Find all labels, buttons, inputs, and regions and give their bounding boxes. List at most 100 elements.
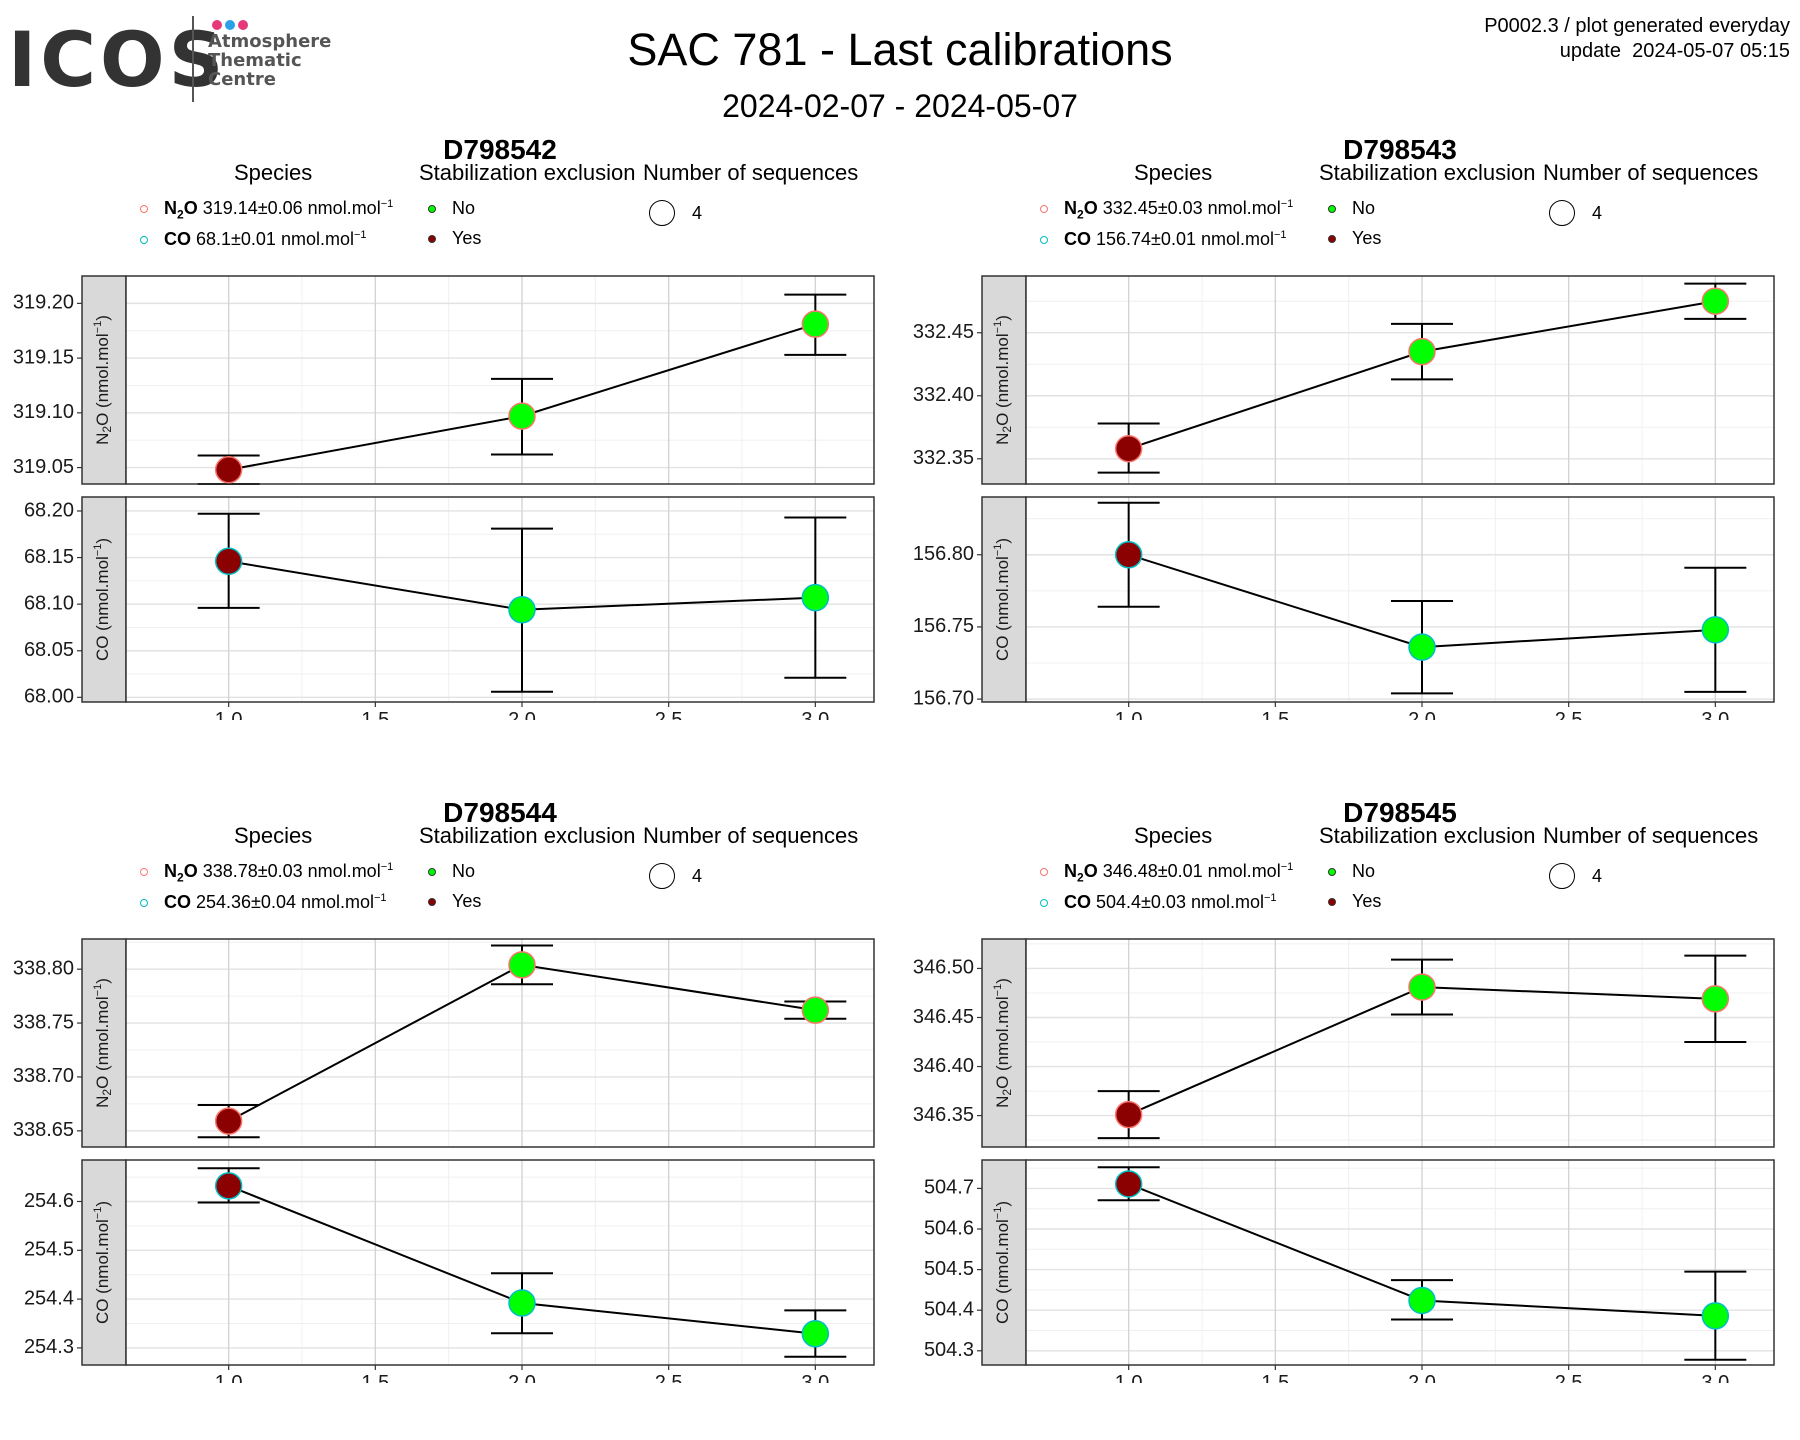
y-tick-label: 254.6 (24, 1190, 74, 1212)
unit-exponent: −1 (374, 892, 387, 904)
sequence-count-label: 4 (1592, 866, 1603, 886)
data-point (801, 583, 830, 612)
logo-wordmark: ICOS (8, 15, 228, 104)
legend-title-sequences: Number of sequences (643, 160, 859, 185)
stab-yes-legend-label: Yes (1352, 891, 1382, 911)
y-tick-label: 332.45 (913, 321, 974, 343)
legend-title-species: Species (1134, 160, 1213, 185)
y-tick-label: 68.05 (24, 639, 74, 661)
plot-background (126, 276, 874, 484)
data-point (1408, 1286, 1436, 1315)
y-tick-label: 346.40 (913, 1055, 974, 1077)
n2o-legend-label: N2O (1064, 861, 1098, 885)
y-tick-label: 346.35 (913, 1104, 974, 1126)
legend-title-sequences: Number of sequences (1543, 823, 1759, 848)
plot-border (125, 496, 875, 703)
meta-line-product: P0002.3 / plot generated everyday (1484, 15, 1790, 37)
legend-item-stab-yes: Yes (1328, 891, 1381, 912)
co-legend-summary: 156.74±0.01 nmol.mol (1091, 229, 1274, 249)
y-tick-label: 504.6 (924, 1217, 974, 1239)
plot-background (126, 939, 874, 1147)
co-legend-label: CO (164, 892, 191, 912)
x-tick-label: 1.0 (215, 709, 243, 720)
panel-chart-svg: N2O (nmol.mol−1) 332.35 332.40 332.45 CO (nm… (913, 275, 1775, 720)
plot-meta: P0002.3 / plot generated everyday update… (1484, 14, 1790, 64)
unit-exponent: −1 (1280, 198, 1294, 210)
co-legend-summary: 504.4±0.03 nmol.mol (1091, 892, 1264, 912)
legend-item-co: CO 504.4±0.03 nmol.mol−1 (1040, 892, 1277, 913)
y-tick-label: 338.65 (13, 1119, 74, 1141)
x-tick-label: 2.0 (1408, 709, 1436, 720)
facet-co: CO (nmol.mol−1) 254.3 254.4 254.5 254.6 (24, 1159, 875, 1366)
unit-exponent: −1 (380, 198, 394, 210)
x-tick-label: 1.0 (1115, 1372, 1143, 1383)
panel-chart-svg: N2O (nmol.mol−1) 319.05 319.10 319.15 319.20… (13, 275, 875, 720)
n2o-legend-label: N2O (164, 198, 198, 222)
y-tick-label: 156.80 (913, 543, 974, 565)
data-point (214, 456, 243, 484)
x-tick-label: 3.0 (1701, 1372, 1729, 1383)
n2o-legend-summary: 338.78±0.03 nmol.mol (197, 861, 381, 881)
legend-item-stab-no: No (1328, 861, 1375, 882)
facet-strip-label: CO (nmol.mol−1) (92, 538, 113, 661)
y-tick-label: 254.5 (24, 1239, 74, 1261)
stab-yes-legend-symbol (428, 235, 436, 244)
unit-exponent: −1 (1274, 229, 1287, 241)
x-tick-label: 2.5 (655, 1372, 683, 1383)
legend-title-stabilization: Stabilization exclusion (419, 160, 636, 185)
sequence-size-icon (649, 863, 675, 889)
sequence-size-icon (1549, 863, 1575, 889)
plot-border (125, 938, 875, 1148)
y-tick-label: 319.15 (13, 346, 74, 368)
y-tick-label: 338.80 (13, 957, 74, 979)
legend-title-sequences: Number of sequences (643, 823, 859, 848)
stab-yes-legend-symbol (1328, 898, 1336, 907)
unit-exponent: −1 (1280, 861, 1294, 873)
y-tick-label: 254.4 (24, 1287, 74, 1309)
stab-no-legend-symbol (428, 868, 436, 877)
facet-n2o: N2O (nmol.mol−1) 346.35 346.40 346.45 346.50 (913, 938, 1775, 1148)
legend-item-co: CO 156.74±0.01 nmol.mol−1 (1040, 229, 1287, 250)
unit-exponent: −1 (380, 861, 394, 873)
x-tick-label: 3.0 (801, 1372, 829, 1383)
facet-n2o: N2O (nmol.mol−1) 338.65 338.70 338.75 338.80 (13, 938, 875, 1148)
data-point (214, 547, 243, 576)
calibration-panel: D798545 Species Stabilization exclusion Num… (900, 663, 1800, 1383)
y-tick-label: 504.4 (924, 1298, 974, 1320)
y-tick-label: 504.5 (924, 1258, 974, 1280)
n2o-legend-label: N2O (1064, 198, 1098, 222)
co-legend-summary: 68.1±0.01 nmol.mol (191, 229, 354, 249)
y-tick-label: 319.05 (13, 456, 74, 478)
legend-item-n2o: N2O 346.48±0.01 nmol.mol−1 (1040, 861, 1293, 885)
facet-strip (81, 496, 127, 703)
data-point (1114, 1170, 1143, 1198)
y-tick-label: 338.70 (13, 1065, 74, 1087)
y-tick-label: 346.50 (913, 957, 974, 979)
facet-strip (981, 1159, 1027, 1366)
legend-title-species: Species (234, 160, 313, 185)
legend-item-stab-yes: Yes (428, 228, 481, 249)
plot-border (1025, 496, 1775, 703)
n2o-legend-label: N2O (164, 861, 198, 885)
logo-dot (238, 20, 248, 30)
logo-caption: Atmosphere Thematic Centre (208, 32, 331, 89)
subscript: 2 (1077, 870, 1084, 885)
panel-chart-svg: N2O (nmol.mol−1) 338.65 338.70 338.75 338.80… (13, 938, 875, 1383)
panel-title: D798545 (1343, 797, 1457, 828)
co-legend-label: CO (1064, 229, 1091, 249)
x-tick-label: 2.5 (655, 709, 683, 720)
plot-border (1025, 275, 1775, 485)
y-tick-label: 319.10 (13, 401, 74, 423)
data-point (214, 1172, 243, 1200)
n2o-legend-summary: 319.14±0.06 nmol.mol (197, 198, 381, 218)
icos-logo: ICOS Atmosphere Thematic Centre (8, 12, 338, 107)
x-tick-label: 3.0 (1701, 709, 1729, 720)
stab-yes-legend-symbol (428, 898, 436, 907)
stab-no-legend-symbol (428, 205, 436, 214)
meta-line-update: update 2024-05-07 05:15 (1559, 40, 1790, 62)
sequence-count-label: 4 (1592, 203, 1603, 223)
legend-item-stab-no: No (1328, 198, 1375, 219)
plot-background (1026, 939, 1774, 1147)
logo-line: Thematic (208, 50, 302, 71)
logo-dot (225, 20, 235, 30)
